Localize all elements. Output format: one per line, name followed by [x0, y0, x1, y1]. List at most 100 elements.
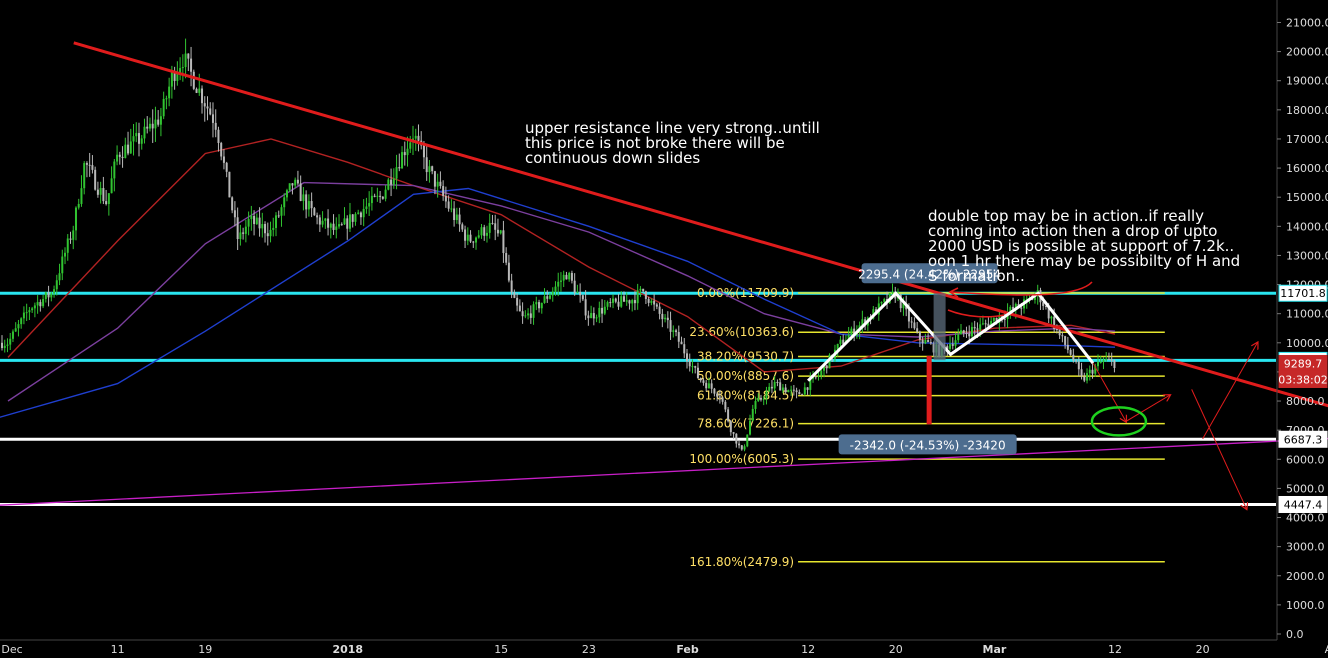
candle-body-282: [773, 381, 776, 389]
annotation-double-top-note: double top may be in action..if really c…: [928, 207, 1241, 285]
projection-arrow-3[interactable]: [1202, 343, 1258, 440]
candle-body-50: [138, 133, 140, 144]
candle-body-135: [370, 195, 373, 204]
candle-body-230: [631, 300, 634, 304]
measure-up-bar[interactable]: [933, 293, 946, 361]
candle-body-93: [255, 217, 258, 225]
candle-body-114: [313, 208, 316, 216]
measure-down-box[interactable]: [838, 434, 1017, 455]
price-tag-5[interactable]: [1278, 370, 1328, 388]
callout-curve-2[interactable]: [947, 309, 1005, 318]
price-tag-label-5: 03:38:02: [1278, 373, 1327, 386]
measure-up-box[interactable]: [861, 263, 998, 284]
candle-body-290: [795, 390, 798, 393]
candle-body-173: [475, 237, 478, 243]
candle-body-15: [42, 298, 45, 307]
x-tick-label-6: Feb: [676, 643, 699, 656]
double-top-pattern[interactable]: [807, 291, 1095, 382]
resistance-trendline[interactable]: [73, 41, 1328, 471]
price-tag-2[interactable]: [1278, 430, 1328, 448]
candle-body-158: [433, 171, 436, 187]
candle-body-272: [746, 434, 749, 447]
candle-body-305: [836, 343, 839, 350]
measure-down-bar[interactable]: [926, 355, 932, 425]
price-tag-3[interactable]: [1278, 495, 1328, 513]
candle-body-112: [307, 201, 310, 210]
candle-body-157: [431, 166, 434, 172]
price-tag-0[interactable]: [1278, 284, 1328, 302]
candle-body-232: [636, 290, 639, 304]
candle-body-257: [705, 382, 708, 389]
projection-arrow-0[interactable]: [1092, 362, 1126, 421]
y-tick-label-10: 10000.0: [1286, 337, 1328, 350]
candle-body-1: [3, 345, 6, 349]
candle-body-273: [749, 420, 752, 435]
candle-body-143: [392, 178, 395, 185]
candle-body-332: [910, 321, 913, 323]
candle-body-245: [672, 330, 675, 332]
candle-body-8: [22, 312, 25, 319]
candle-body-366: [1003, 318, 1006, 320]
candle-body-200: [549, 295, 551, 299]
y-tick-label-21: 21000.0: [1286, 16, 1328, 29]
candle-body-401: [1099, 361, 1102, 363]
candle-body-213: [584, 299, 587, 316]
candle-body-285: [781, 387, 784, 391]
candle-body-73: [201, 88, 204, 104]
candle-body-83: [228, 171, 231, 198]
candle-body-22: [61, 256, 64, 274]
candle-body-51: [140, 138, 143, 144]
fib-level-label-5: 78.60%(7226.1): [697, 417, 794, 431]
callout-curve[interactable]: [949, 281, 1093, 296]
candle-body-224: [614, 298, 617, 302]
candle-body-234: [642, 288, 645, 292]
fib-retracement[interactable]: 0.00%(11709.9) 23.60%(10363.6) 38.20%(9530…: [689, 286, 1165, 569]
candle-body-377: [1033, 295, 1036, 300]
support-circle[interactable]: [1090, 406, 1148, 437]
candle-body-358: [981, 323, 984, 325]
candle-body-185: [507, 262, 510, 281]
candle-body-258: [707, 383, 710, 389]
fib-level-label-7: 161.80%(2479.9): [689, 555, 794, 569]
candle-body-81: [222, 156, 225, 163]
drawings[interactable]: 2295.4 (24.42%) 22954 -2342.0 (-24.53%) -…: [807, 263, 1258, 508]
candle-body-283: [776, 381, 779, 383]
candle-body-394: [1080, 369, 1083, 377]
candle-body-321: [880, 301, 883, 304]
projection-arrow-1[interactable]: [1125, 395, 1170, 422]
candle-body-21: [58, 273, 61, 281]
candle-body-287: [787, 390, 790, 393]
candle-body-55: [151, 123, 154, 129]
candle-body-100: [275, 215, 277, 228]
candle-body-38: [105, 201, 108, 205]
callout-curve-head: [948, 287, 959, 298]
candle-body-30: [83, 163, 86, 189]
candle-body-334: [916, 328, 919, 332]
candle-body-139: [381, 196, 384, 199]
candle-body-250: [686, 353, 688, 362]
candle-body-49: [135, 133, 138, 137]
candle-body-383: [1050, 316, 1053, 319]
candle-body-307: [842, 339, 845, 344]
candle-body-171: [469, 234, 472, 242]
candle-body-391: [1072, 354, 1075, 361]
y-tick-label-17: 17000.0: [1286, 133, 1328, 146]
x-tick-label-11: 20: [1196, 643, 1210, 656]
candle-body-147: [403, 152, 406, 156]
x-tick-label-9: Mar: [983, 643, 1007, 656]
candle-body-336: [921, 339, 924, 344]
candle-body-271: [743, 446, 746, 450]
candle-body-385: [1055, 328, 1058, 330]
candle-body-177: [485, 232, 488, 236]
candle-body-387: [1061, 335, 1064, 337]
candle-body-64: [176, 73, 179, 81]
candle-body-76: [209, 108, 212, 115]
candle-body-86: [236, 217, 239, 240]
candle-body-16: [44, 292, 47, 299]
candle-body-23: [64, 252, 67, 257]
projection-arrow-2[interactable]: [1191, 389, 1247, 508]
candle-body-132: [362, 208, 365, 218]
fib-level-label-2: 38.20%(9530.7): [697, 349, 794, 363]
candle-body-109: [299, 183, 302, 201]
